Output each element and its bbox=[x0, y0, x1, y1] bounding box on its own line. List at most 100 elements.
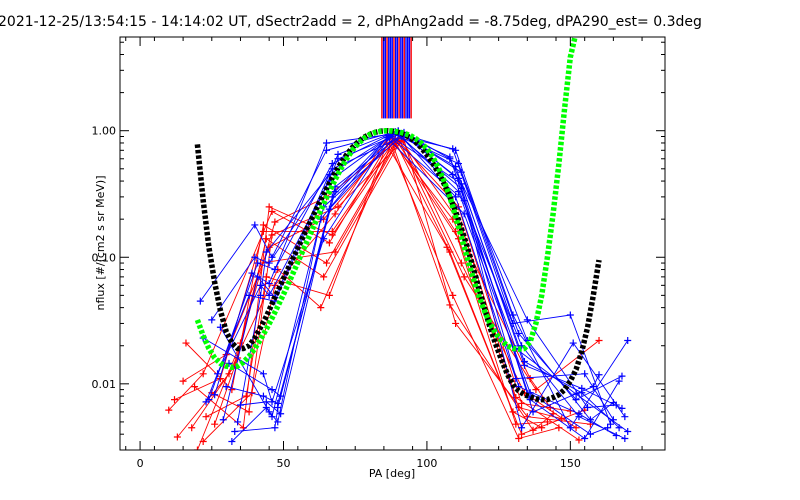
blue-data-point bbox=[265, 280, 273, 288]
red-data-point bbox=[443, 243, 451, 251]
blue-data-point bbox=[262, 248, 270, 256]
blue-data-point bbox=[446, 153, 454, 161]
blue-data-point bbox=[595, 371, 603, 379]
red-data-point bbox=[259, 221, 267, 229]
blue-data-point bbox=[604, 424, 612, 432]
blue-data-point bbox=[320, 235, 328, 243]
blue-data-point bbox=[245, 291, 253, 299]
blue-data-point bbox=[523, 316, 531, 324]
blue-data-point bbox=[509, 319, 517, 327]
red-data-point bbox=[325, 291, 333, 299]
blue-data-point bbox=[457, 168, 465, 176]
blue-data-point bbox=[234, 418, 242, 426]
blue-data-point bbox=[449, 145, 457, 153]
blue-data-point bbox=[569, 339, 577, 347]
blue-data-point bbox=[219, 416, 227, 424]
axes: 0 50 100 150 0.01 0.10 1.00 bbox=[92, 37, 665, 470]
blue-data-point bbox=[196, 297, 204, 305]
blue-data-point bbox=[615, 377, 623, 385]
blue-data-point bbox=[262, 398, 270, 406]
blue-data-point bbox=[211, 391, 219, 399]
red-data-point bbox=[529, 426, 537, 434]
blue-data-point bbox=[607, 420, 614, 428]
blue-data-point bbox=[624, 336, 632, 344]
blue-data-point bbox=[609, 399, 617, 407]
blue-data-point bbox=[618, 404, 626, 412]
blue-data-point bbox=[586, 430, 594, 438]
red-data-point bbox=[173, 433, 181, 441]
red-data-point bbox=[225, 370, 233, 378]
blue-data-point bbox=[518, 424, 526, 432]
x-tick-label: 50 bbox=[277, 457, 291, 470]
red-data-point bbox=[460, 273, 468, 281]
blue-data-point bbox=[612, 432, 620, 440]
red-series-line bbox=[182, 142, 560, 440]
blue-data-point bbox=[259, 370, 267, 378]
y-tick-label: 0.01 bbox=[92, 378, 117, 391]
red-data-point bbox=[245, 408, 253, 416]
green-fit-curve bbox=[194, 37, 578, 371]
blue-data-point bbox=[265, 291, 273, 299]
blue-data-point bbox=[454, 188, 462, 196]
blue-data-point bbox=[222, 383, 230, 391]
plot-frame bbox=[119, 36, 666, 451]
red-data-point bbox=[446, 301, 454, 309]
blue-data-point bbox=[581, 434, 589, 442]
red-data-point bbox=[182, 339, 190, 347]
red-data-point bbox=[320, 273, 328, 281]
red-data-point bbox=[262, 235, 270, 243]
red-data-point bbox=[518, 430, 526, 438]
blue-data-point bbox=[618, 372, 626, 380]
blue-data-point bbox=[228, 438, 236, 446]
blue-data-point bbox=[277, 410, 285, 418]
blue-series-line bbox=[225, 134, 620, 429]
blue-data-point bbox=[268, 413, 276, 421]
y-tick-label: 1.00 bbox=[92, 125, 117, 138]
red-data-point bbox=[449, 215, 457, 223]
red-data-point bbox=[268, 231, 276, 239]
x-tick-label: 100 bbox=[416, 457, 437, 470]
red-data-point bbox=[452, 319, 460, 327]
blue-data-point bbox=[274, 404, 282, 412]
red-data-point bbox=[532, 386, 540, 394]
red-data-point bbox=[228, 386, 236, 394]
red-data-point bbox=[558, 415, 566, 423]
blue-series-line bbox=[240, 132, 628, 432]
red-data-point bbox=[457, 259, 465, 267]
red-data-point bbox=[449, 291, 457, 299]
blue-data-point bbox=[449, 171, 457, 179]
red-data-point bbox=[171, 396, 178, 404]
blue-data-point bbox=[236, 401, 244, 409]
red-series-line bbox=[202, 134, 554, 442]
blue-data-point bbox=[581, 370, 589, 378]
blue-data-point bbox=[452, 193, 460, 201]
red-data-point bbox=[271, 218, 279, 226]
y-axis-label: nflux [#/(cm2 s sr MeV)] bbox=[94, 176, 107, 311]
blue-data-point bbox=[624, 428, 632, 436]
blue-data-point bbox=[589, 383, 597, 391]
red-data-point bbox=[515, 434, 523, 442]
blue-data-point bbox=[572, 390, 580, 398]
red-data-point bbox=[317, 304, 325, 312]
blue-data-point bbox=[325, 205, 333, 213]
blue-data-point bbox=[323, 146, 331, 154]
blue-data-point bbox=[265, 259, 273, 267]
red-series-line bbox=[168, 134, 542, 429]
red-data-point bbox=[179, 377, 187, 385]
black-fit-curve bbox=[194, 127, 602, 403]
blue-data-point bbox=[257, 281, 265, 289]
red-data-point bbox=[328, 231, 336, 239]
red-data-point bbox=[165, 406, 173, 414]
blue-data-point bbox=[265, 408, 273, 416]
x-axis-label: PA [deg] bbox=[369, 467, 415, 480]
red-data-point bbox=[331, 210, 339, 218]
blue-data-point bbox=[202, 398, 210, 406]
red-data-point bbox=[259, 227, 267, 235]
blue-data-point bbox=[271, 424, 279, 432]
blue-data-point bbox=[251, 253, 259, 261]
blue-data-point bbox=[323, 139, 331, 147]
red-data-point bbox=[265, 203, 273, 211]
blue-data-point bbox=[251, 221, 259, 229]
red-data-point bbox=[211, 420, 219, 428]
red-data-point bbox=[323, 259, 331, 267]
